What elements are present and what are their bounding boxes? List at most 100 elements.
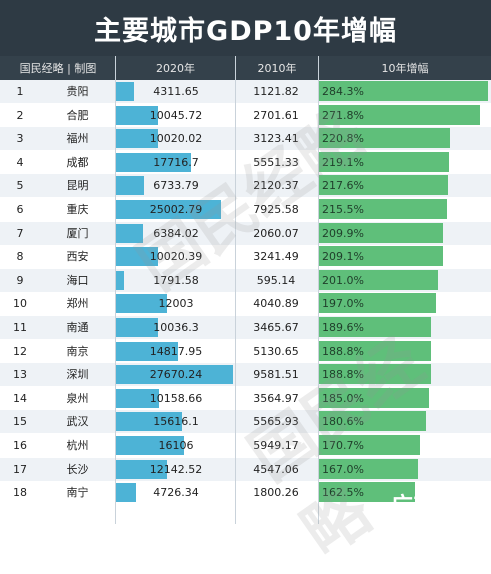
table-row: 10 郑州 12003 4040.89 197.0% [0, 292, 491, 316]
gdp-2020-cell: 4726.34 [153, 486, 199, 500]
city-cell: 福州 [66, 132, 89, 146]
growth-bar [319, 387, 429, 408]
growth-cell: 170.7% [322, 439, 364, 452]
city-cell: 合肥 [66, 108, 89, 122]
gdp-2020-cell: 12142.52 [149, 462, 203, 476]
city-cell: 泉州 [66, 391, 89, 405]
table-row: 15 武汉 15616.1 5565.93 180.6% [0, 410, 491, 434]
growth-cell: 189.6% [322, 321, 364, 334]
gdp-2020-cell: 16106 [158, 439, 194, 452]
rank-cell: 8 [16, 250, 24, 264]
gdp-2020-bar [116, 270, 124, 290]
column-divider [235, 56, 236, 524]
gdp-2020-bar [116, 200, 221, 219]
rank-cell: 7 [16, 226, 24, 240]
growth-bar [319, 317, 431, 337]
gdp-2020-cell: 27670.24 [149, 368, 203, 382]
rank-cell: 11 [13, 321, 27, 334]
table-row: 13 深圳 27670.24 9581.51 188.8% [0, 363, 491, 387]
header-2020-label: 2020年 [156, 62, 195, 75]
growth-bar [319, 269, 438, 290]
growth-bar [319, 151, 449, 172]
growth-cell: 197.0% [322, 297, 364, 311]
growth-cell: 271.8% [322, 108, 364, 122]
gdp-2010-cell: 5949.17 [253, 439, 299, 452]
gdp-2020-cell: 12003 [158, 297, 194, 311]
gdp-2010-cell: 5551.33 [253, 155, 299, 169]
chart-title: 主要城市GDP10年增幅 [94, 15, 397, 47]
gdp-2020-cell: 6384.02 [153, 226, 199, 240]
rank-cell: 5 [16, 179, 24, 193]
gdp-2010-cell: 3123.41 [253, 132, 299, 146]
gdp-2010-cell: 3241.49 [253, 250, 299, 264]
gdp-2010-cell: 3564.97 [253, 391, 299, 405]
rank-cell: 4 [16, 155, 24, 169]
gdp-2020-cell: 4311.65 [153, 85, 199, 98]
table-row: 7 厦门 6384.02 2060.07 209.9% [0, 221, 491, 245]
gdp-2020-cell: 10020.02 [149, 132, 203, 146]
gdp-2020-bar [116, 318, 158, 337]
gdp-2010-cell: 2120.37 [253, 179, 299, 193]
column-divider [115, 56, 116, 524]
gdp-2020-cell: 1791.58 [153, 273, 199, 287]
gdp-2020-bar [116, 436, 184, 455]
growth-cell: 167.0% [322, 462, 364, 476]
table-row: 2 合肥 10045.72 2701.61 271.8% [0, 103, 491, 127]
growth-cell: 185.0% [322, 391, 364, 405]
column-divider [318, 56, 319, 524]
city-cell: 海口 [66, 273, 89, 287]
gdp-2010-cell: 5565.93 [253, 415, 299, 429]
gdp-2020-bar [116, 82, 134, 101]
table-row: 4 成都 17716.7 5551.33 219.1% [0, 150, 491, 174]
gdp-2020-cell: 10020.39 [149, 250, 203, 264]
rank-cell: 9 [16, 273, 24, 287]
gdp-2020-cell: 17716.7 [153, 155, 199, 169]
city-cell: 贵阳 [66, 85, 89, 98]
table-row: 9 海口 1791.58 595.14 201.0% [0, 268, 491, 292]
gdp-2020-cell: 25002.79 [149, 203, 203, 216]
table-row: 6 重庆 25002.79 7925.58 215.5% [0, 198, 491, 221]
table-row: 17 长沙 12142.52 4547.06 167.0% [0, 457, 491, 481]
growth-bar [319, 128, 450, 149]
growth-bar [319, 458, 418, 479]
gdp-2010-cell: 4040.89 [253, 297, 299, 311]
gdp-2020-bar [116, 365, 233, 385]
gdp-2020-bar [116, 223, 143, 243]
gdp-2010-cell: 1800.26 [253, 486, 299, 500]
city-cell: 成都 [66, 155, 89, 169]
gdp-2010-cell: 2701.61 [253, 108, 299, 122]
table-row: 5 昆明 6733.79 2120.37 217.6% [0, 174, 491, 198]
gdp-2020-bar [116, 412, 182, 432]
gdp-2020-cell: 10158.66 [149, 391, 203, 405]
table-row: 8 西安 10020.39 3241.49 209.1% [0, 245, 491, 269]
table-row: 18 南宁 4726.34 1800.26 162.5% [0, 481, 491, 505]
city-cell: 南宁 [66, 486, 89, 500]
growth-cell: 162.5% [322, 486, 364, 500]
rank-cell: 6 [16, 203, 24, 216]
gdp-2020-bar [116, 152, 191, 172]
growth-cell: 201.0% [322, 273, 364, 287]
header-source: 国民经略 | 制图 [0, 56, 116, 80]
gdp-2010-cell: 3465.67 [253, 321, 299, 334]
header-2010-label: 2010年 [257, 62, 297, 75]
growth-cell: 209.1% [322, 250, 364, 264]
gdp-2020-bar [116, 294, 167, 314]
growth-cell: 217.6% [322, 179, 364, 193]
rank-cell: 13 [13, 368, 27, 382]
rank-cell: 18 [13, 486, 27, 500]
city-cell: 郑州 [66, 297, 89, 311]
table-row: 11 南通 10036.3 3465.67 189.6% [0, 316, 491, 339]
table-row: 16 杭州 16106 5949.17 170.7% [0, 434, 491, 457]
city-cell: 厦门 [66, 226, 89, 240]
growth-bar [319, 364, 431, 385]
growth-bar [319, 435, 420, 455]
growth-cell: 188.8% [322, 368, 364, 382]
growth-cell: 215.5% [322, 203, 364, 216]
city-cell: 重庆 [66, 203, 89, 216]
growth-bar [319, 411, 426, 432]
rank-cell: 15 [13, 415, 27, 429]
growth-cell: 188.8% [322, 344, 364, 358]
city-cell: 西安 [66, 250, 89, 264]
gdp-2010-cell: 5130.65 [253, 344, 299, 358]
growth-bar [319, 222, 443, 243]
